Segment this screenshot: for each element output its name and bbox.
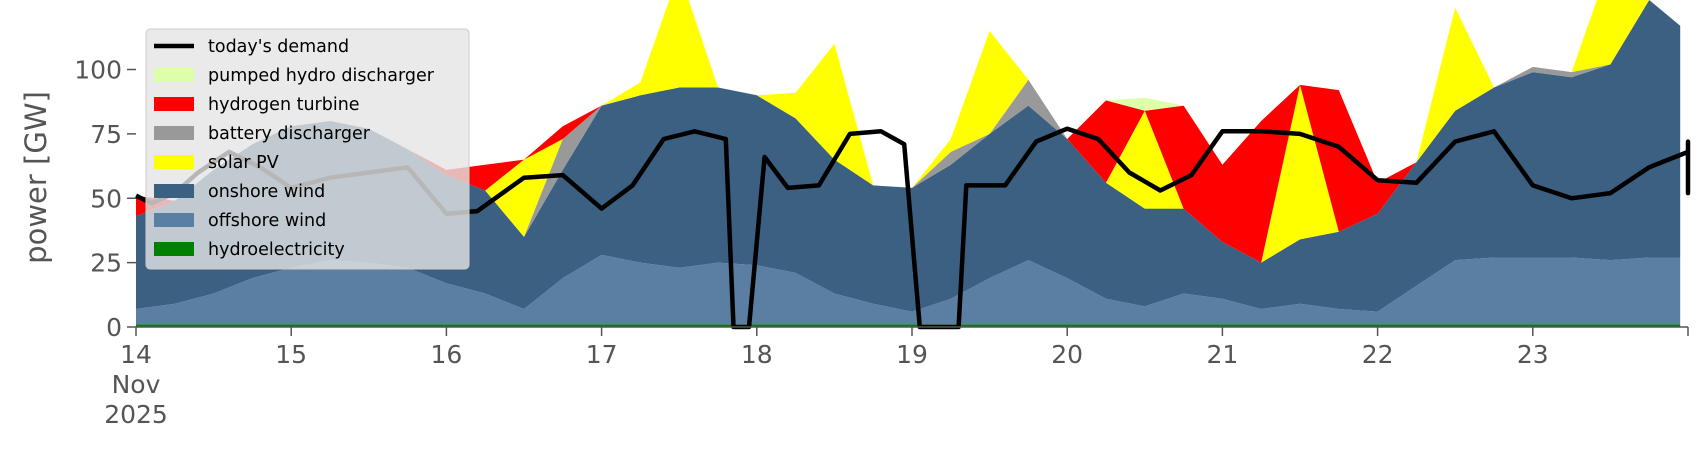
x-tick-label: 16 [430,340,462,369]
legend-swatch [154,184,194,198]
x-tick-label: 18 [741,340,773,369]
x-tick-label: 15 [275,340,307,369]
x-tick-sublabel: Nov [112,370,161,399]
legend-item-today-s-demand: today's demand [154,37,349,57]
x-tick-label: 23 [1517,340,1549,369]
legend-label: hydrogen turbine [208,95,360,115]
y-tick-label: 75 [90,120,122,149]
legend-item-battery-discharger: battery discharger [154,124,371,144]
x-tick-label: 17 [586,340,618,369]
legend-item-hydroelectricity: hydroelectricity [154,240,345,260]
legend-label: today's demand [208,37,349,57]
y-axis-label: power [GW] [19,91,53,264]
area-solar-pv [136,0,1681,263]
area-onshore-wind [136,0,1681,312]
legend-swatch [154,155,194,169]
x-tick-label: 20 [1051,340,1083,369]
legend-swatch [154,68,194,82]
legend-label: solar PV [208,153,279,173]
legend-label: battery discharger [208,124,371,144]
legend-item-solar-pv: solar PV [154,153,279,173]
x-tick-label: 19 [896,340,928,369]
legend-item-hydrogen-turbine: hydrogen turbine [154,95,360,115]
y-tick-label: 25 [90,249,122,278]
legend-label: hydroelectricity [208,240,345,260]
legend-swatch [154,242,194,256]
y-tick-label: 50 [90,184,122,213]
legend-item-pumped-hydro-discharger: pumped hydro discharger [154,66,435,86]
legend-item-offshore-wind: offshore wind [154,211,326,231]
y-tick-label: 100 [74,56,122,85]
x-tick-sublabel: 2025 [104,400,168,429]
legend-box [145,28,470,270]
legend-swatch [154,97,194,111]
legend: today's demand pumped hydro discharger hyd… [145,28,470,270]
legend-swatch [154,126,194,140]
legend-label: onshore wind [208,182,325,202]
legend-swatch [154,213,194,227]
legend-label: pumped hydro discharger [208,66,435,86]
x-tick-label: 21 [1206,340,1238,369]
y-tick-label: 0 [106,313,122,342]
area-offshore-wind [136,254,1681,325]
legend-label: offshore wind [208,211,326,231]
x-tick-label: 22 [1362,340,1394,369]
legend-item-onshore-wind: onshore wind [154,182,325,202]
x-tick-label: 14 [120,340,152,369]
